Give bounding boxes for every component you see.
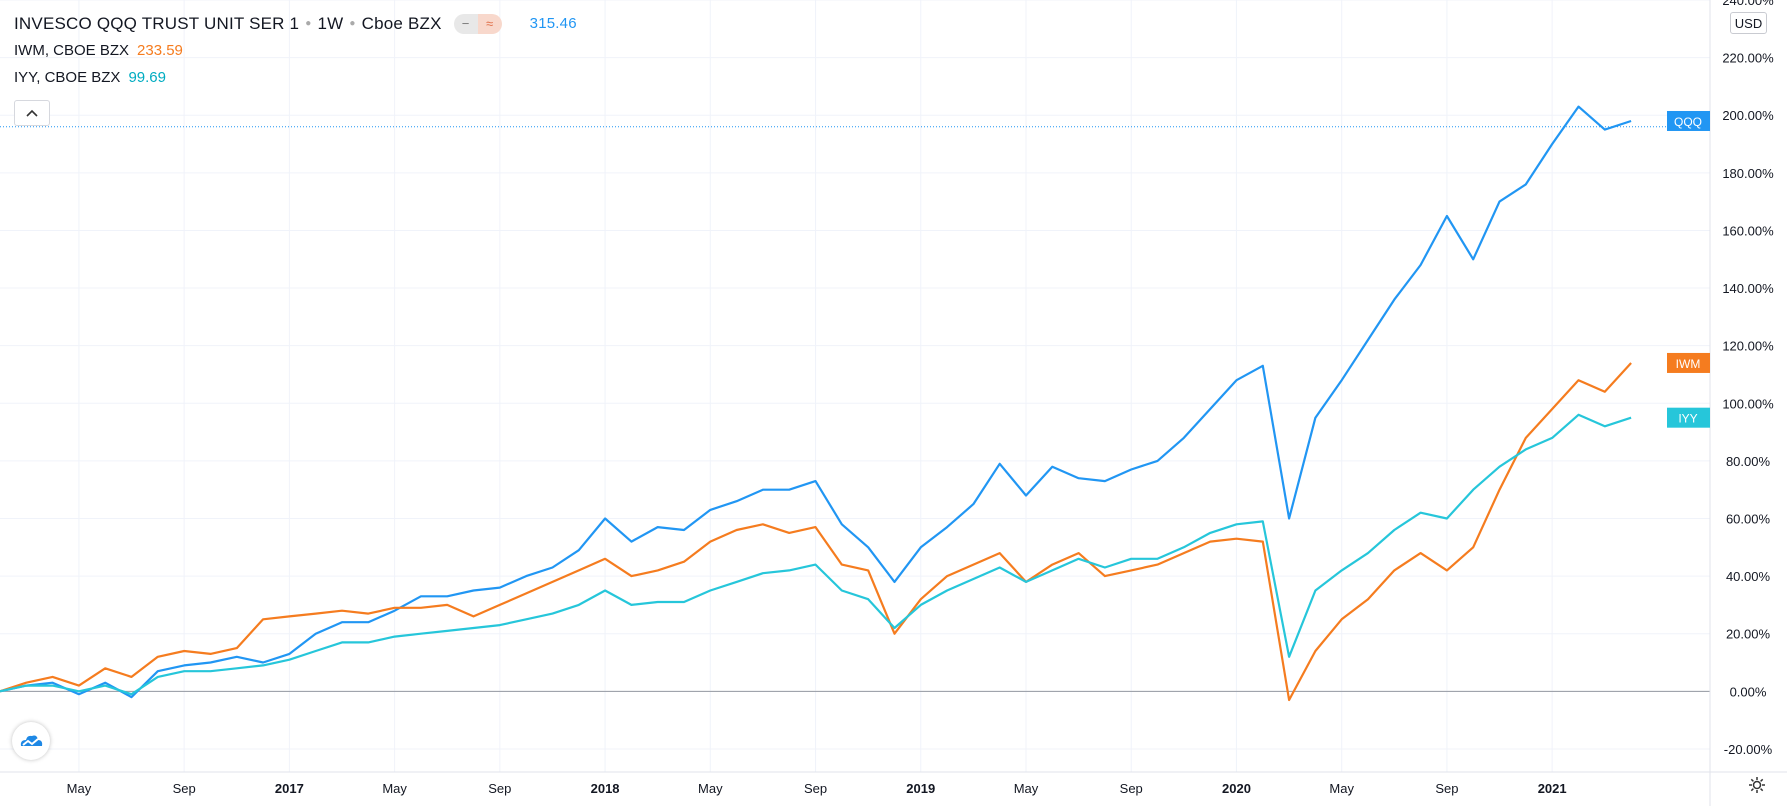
y-tick-label: 60.00% [1726, 512, 1771, 527]
chart-legend: INVESCO QQQ TRUST UNIT SER 1 ● 1W ● Cboe… [14, 10, 577, 91]
legend-series-iwm[interactable]: IWM, CBOE BZX 233.59 [14, 37, 577, 64]
legend-main-series[interactable]: INVESCO QQQ TRUST UNIT SER 1 ● 1W ● Cboe… [14, 10, 577, 37]
legend-series-iyy[interactable]: IYY, CBOE BZX 99.69 [14, 64, 577, 91]
x-tick-label: May [382, 781, 407, 796]
chart-series-layer [0, 105, 1632, 702]
legend-separator-dot: ● [349, 18, 356, 29]
y-tick-label: 0.00% [1730, 684, 1767, 699]
y-tick-label: 160.00% [1722, 223, 1774, 238]
y-tick-label: 200.00% [1722, 108, 1774, 123]
y-tick-label: 240.00% [1722, 0, 1774, 8]
legend-main-interval: 1W [317, 13, 344, 33]
y-tick-label: 40.00% [1726, 569, 1771, 584]
x-tick-label: May [1329, 781, 1354, 796]
y-tick-label: 20.00% [1726, 627, 1771, 642]
tradingview-logo[interactable] [12, 722, 50, 760]
x-tick-label: May [1014, 781, 1039, 796]
x-tick-label: Sep [804, 781, 827, 796]
approx-icon[interactable]: ≈ [477, 13, 502, 34]
time-axis[interactable]: May Sep 2017 May Sep 2018 May Sep 2019 May Sep 2020… [67, 781, 1567, 796]
price-label-text-qqq: QQQ [1674, 115, 1702, 129]
y-tick-label: 180.00% [1722, 166, 1774, 181]
y-tick-label: 80.00% [1726, 454, 1771, 469]
x-tick-label: Sep [488, 781, 511, 796]
x-tick-label: May [67, 781, 92, 796]
y-tick-label: 100.00% [1722, 396, 1774, 411]
price-label-qqq [1667, 110, 1710, 131]
x-tick-label: 2020 [1222, 781, 1251, 796]
x-tick-label: Sep [1120, 781, 1143, 796]
x-tick-label: Sep [1435, 781, 1458, 796]
collapse-legend-button[interactable] [14, 100, 50, 126]
legend-iwm-value: 233.59 [137, 42, 183, 59]
cloud-logo-icon [20, 735, 43, 746]
price-label-text-iyy: IYY [1678, 412, 1697, 426]
currency-button[interactable]: USD [1730, 12, 1767, 34]
y-tick-label: 140.00% [1722, 281, 1774, 296]
series-line-iwm [0, 362, 1632, 702]
legend-main-value: 315.46 [529, 15, 577, 32]
x-tick-label: 2021 [1538, 781, 1567, 796]
legend-iyy-label: IYY, CBOE BZX [14, 69, 121, 86]
series-line-iyy [0, 413, 1632, 696]
y-tick-label: -20.00% [1724, 742, 1773, 757]
price-label-iwm [1667, 352, 1710, 373]
price-label-text-iwm: IWM [1676, 357, 1701, 371]
price-label-iyy [1667, 407, 1710, 428]
gear-icon[interactable] [1747, 775, 1767, 795]
y-tick-label: 220.00% [1722, 51, 1774, 66]
legend-toggle-pill[interactable]: − ≈ [453, 13, 502, 34]
legend-separator-dot: ● [305, 18, 312, 29]
y-tick-label: 120.00% [1722, 339, 1774, 354]
x-tick-label: 2018 [591, 781, 620, 796]
legend-main-exchange: Cboe BZX [361, 13, 442, 33]
minus-icon[interactable]: − [453, 13, 478, 34]
chevron-up-icon [26, 109, 38, 117]
x-tick-label: 2019 [906, 781, 935, 796]
series-line-qqq [0, 105, 1632, 699]
chart-grid [0, 0, 1710, 772]
price-axis[interactable]: 240.00% 220.00% 200.00% 180.00% 160.00% 140.0… [1722, 0, 1774, 757]
legend-iwm-label: IWM, CBOE BZX [14, 42, 130, 59]
legend-main-symbol: INVESCO QQQ TRUST UNIT SER 1 [14, 13, 300, 33]
x-tick-label: May [698, 781, 723, 796]
x-tick-label: Sep [173, 781, 196, 796]
series-price-labels: QQQ IWM IYY [1667, 110, 1710, 428]
legend-iyy-value: 99.69 [128, 69, 166, 86]
x-tick-label: 2017 [275, 781, 304, 796]
